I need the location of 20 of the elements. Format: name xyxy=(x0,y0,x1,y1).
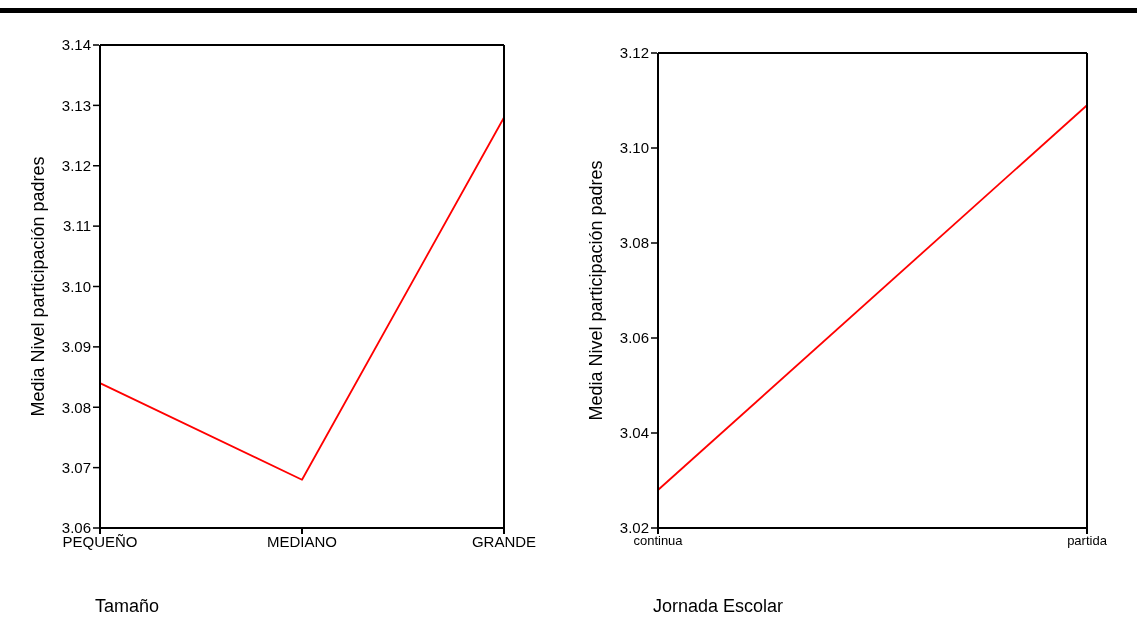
x-tick-label: MEDIANO xyxy=(266,532,338,550)
y-tick-label: 3.14 xyxy=(61,36,91,54)
y-tick-label: 3.09 xyxy=(61,338,91,356)
y-tick-label: 3.11 xyxy=(62,217,91,235)
x-axis-title: Tamaño xyxy=(95,596,160,617)
y-tick-label: 3.12 xyxy=(61,157,91,174)
x-axis-title: Jornada Escolar xyxy=(653,596,784,617)
y-axis-title: Media Nivel participación padres xyxy=(586,160,607,421)
x-tick-label: GRANDE xyxy=(471,532,537,550)
y-tick-label: 3.04 xyxy=(619,424,649,442)
y-tick-label: 3.12 xyxy=(619,44,649,62)
y-tick-label: 3.06 xyxy=(619,329,649,347)
y-tick-label: 3.07 xyxy=(61,458,91,476)
y-tick-label: 3.08 xyxy=(61,398,91,416)
y-tick-label: 3.08 xyxy=(619,234,649,252)
y-tick-label: 3.10 xyxy=(61,277,91,295)
y-tick-label: 3.13 xyxy=(61,96,91,114)
x-tick-label: partida xyxy=(1067,533,1108,549)
y-tick-label: 3.10 xyxy=(619,139,649,157)
y-axis-title: Media Nivel participación padres xyxy=(28,156,49,417)
